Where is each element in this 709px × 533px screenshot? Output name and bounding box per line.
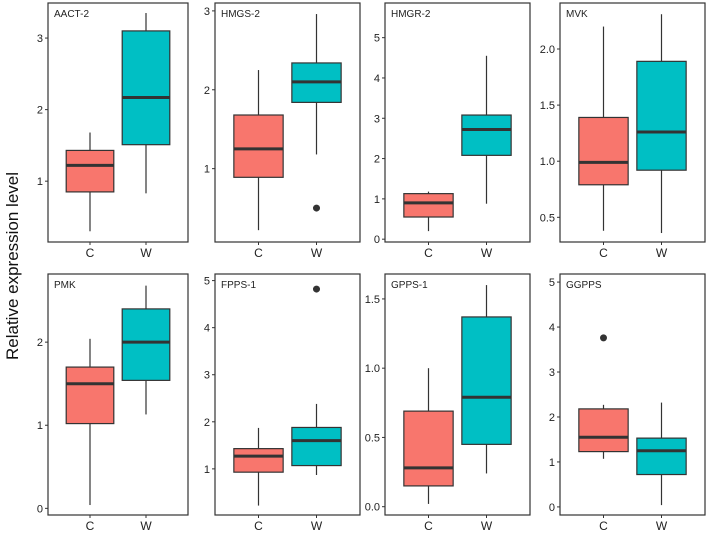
panel-title: FPPS-1 bbox=[221, 280, 256, 291]
panel-border bbox=[384, 2, 531, 243]
y-tick-label: 4 bbox=[204, 323, 210, 335]
y-tick-label: 1 bbox=[549, 457, 555, 469]
panel-pmk: C W 0 1 2 PMK bbox=[37, 273, 189, 533]
y-tick-label: 0 bbox=[37, 503, 43, 515]
panel-title: GGPPS bbox=[566, 280, 602, 291]
panel-fpps-1: C W 1 2 3 4 5 FPPS-1 bbox=[204, 273, 361, 533]
outlier-point bbox=[313, 285, 320, 293]
x-tick-label: C bbox=[254, 246, 263, 260]
box-W bbox=[291, 426, 342, 467]
panel-border bbox=[384, 273, 531, 516]
panel-title: HMGR-2 bbox=[391, 9, 431, 20]
y-tick-label: 2 bbox=[549, 412, 555, 424]
x-tick-label: W bbox=[656, 519, 668, 533]
x-tick-label: W bbox=[481, 519, 493, 533]
x-tick-label: C bbox=[424, 519, 433, 533]
x-tick-label: C bbox=[86, 246, 95, 260]
y-tick-label: 1.0 bbox=[365, 363, 380, 375]
y-tick-label: 0.0 bbox=[365, 502, 380, 514]
y-tick-label: 2 bbox=[37, 337, 43, 349]
box-C bbox=[578, 408, 629, 453]
panel-title: HMGS-2 bbox=[221, 9, 260, 20]
y-axis-label: Relative expression level bbox=[3, 172, 22, 360]
box-W bbox=[121, 30, 171, 146]
x-tick-label: C bbox=[599, 519, 608, 533]
y-tick-label: 5 bbox=[549, 277, 555, 289]
x-tick-label: W bbox=[140, 246, 152, 260]
box-W bbox=[636, 60, 687, 171]
panel-mvk: C W 0.5 1.0 1.5 2.0 MVK bbox=[540, 2, 706, 260]
y-tick-label: 1.5 bbox=[365, 294, 380, 306]
y-tick-label: 1 bbox=[37, 176, 43, 188]
panel-border bbox=[47, 2, 189, 243]
panel-border bbox=[559, 2, 706, 243]
box-C bbox=[403, 410, 454, 487]
x-tick-label: C bbox=[86, 519, 95, 533]
box-C bbox=[403, 193, 454, 218]
x-tick-label: C bbox=[599, 246, 608, 260]
x-tick-label: W bbox=[311, 519, 323, 533]
panel-hmgr-2: C W 0 1 2 3 4 5 HMGR-2 bbox=[374, 2, 531, 260]
y-tick-label: 0 bbox=[374, 234, 380, 246]
y-tick-label: 2 bbox=[204, 85, 210, 97]
panel-hmgs-2: C W 1 2 3 HMGS-2 bbox=[204, 2, 361, 260]
box-W bbox=[461, 114, 512, 156]
x-tick-label: W bbox=[481, 246, 493, 260]
y-tick-label: 4 bbox=[374, 73, 380, 85]
panel-border bbox=[214, 2, 361, 243]
y-tick-label: 3 bbox=[204, 370, 210, 382]
y-tick-label: 3 bbox=[204, 6, 210, 18]
panel-aact-2: C W 1 2 3 AACT-2 bbox=[37, 2, 189, 260]
box-C bbox=[65, 149, 115, 193]
box-C bbox=[578, 116, 629, 186]
y-tick-label: 2 bbox=[374, 154, 380, 166]
y-tick-label: 3 bbox=[374, 113, 380, 125]
x-tick-label: W bbox=[140, 519, 152, 533]
panel-gpps-1: C W 0.0 0.5 1.0 1.5 GPPS-1 bbox=[365, 273, 531, 533]
y-tick-label: 2 bbox=[204, 417, 210, 429]
y-tick-label: 0.5 bbox=[540, 212, 555, 224]
y-tick-label: 1.0 bbox=[540, 156, 555, 168]
y-tick-label: 1 bbox=[374, 194, 380, 206]
panel-title: AACT-2 bbox=[54, 9, 89, 20]
x-tick-label: W bbox=[311, 246, 323, 260]
panel-ggpps: C W 0 1 2 3 4 5 GGPPS bbox=[549, 273, 706, 533]
y-tick-label: 2.0 bbox=[540, 44, 555, 56]
panel-border bbox=[214, 273, 361, 516]
y-tick-label: 5 bbox=[374, 33, 380, 45]
y-tick-label: 3 bbox=[37, 33, 43, 45]
y-tick-label: 1 bbox=[204, 164, 210, 176]
y-tick-label: 0.5 bbox=[365, 432, 380, 444]
y-tick-label: 1.5 bbox=[540, 100, 555, 112]
box-W bbox=[636, 437, 687, 476]
y-tick-label: 1 bbox=[37, 420, 43, 432]
y-tick-label: 5 bbox=[204, 276, 210, 288]
panel-title: GPPS-1 bbox=[391, 280, 428, 291]
x-tick-label: C bbox=[424, 246, 433, 260]
y-tick-label: 1 bbox=[204, 464, 210, 476]
outlier-point bbox=[600, 334, 607, 342]
y-tick-label: 2 bbox=[37, 105, 43, 117]
box-W bbox=[121, 308, 171, 381]
box-W bbox=[461, 316, 512, 445]
box-C bbox=[65, 366, 115, 425]
x-tick-label: W bbox=[656, 246, 668, 260]
outlier-point bbox=[313, 204, 320, 212]
y-tick-label: 0 bbox=[549, 502, 555, 514]
box-C bbox=[233, 114, 284, 178]
y-tick-label: 4 bbox=[549, 322, 555, 334]
box-C bbox=[233, 448, 284, 473]
panel-title: MVK bbox=[566, 9, 588, 20]
y-tick-label: 3 bbox=[549, 367, 555, 379]
panel-border bbox=[559, 273, 706, 516]
panel-border bbox=[47, 273, 189, 516]
x-tick-label: C bbox=[254, 519, 263, 533]
panel-title: PMK bbox=[54, 280, 76, 291]
